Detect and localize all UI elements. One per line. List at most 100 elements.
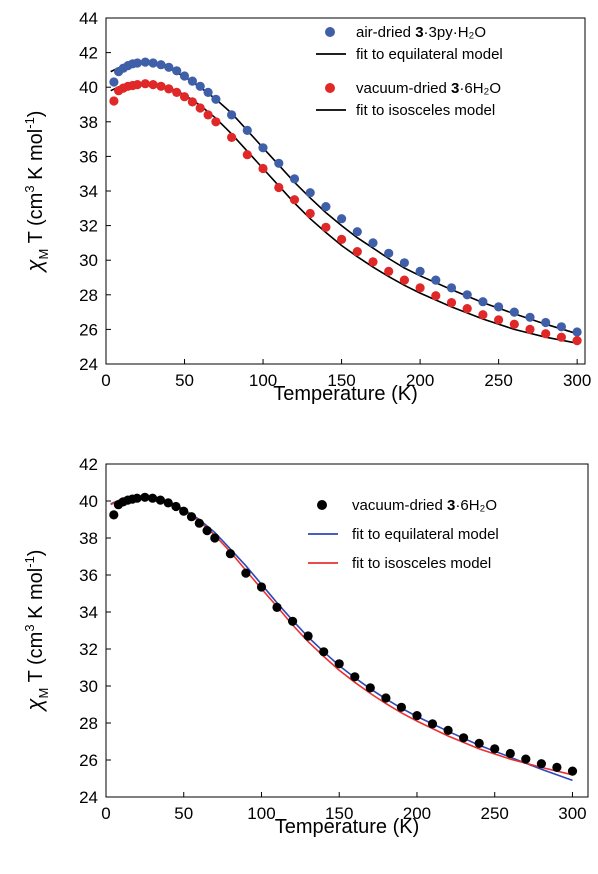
- data-point-series-0: [164, 62, 174, 72]
- x-tick-label: 150: [325, 804, 353, 823]
- data-point-series-0: [334, 659, 344, 669]
- data-point-series-1: [305, 208, 315, 219]
- fit-line-series-2: [110, 62, 578, 335]
- x-tick-label: 50: [175, 371, 194, 390]
- data-point-series-0: [368, 238, 378, 248]
- data-point-series-0: [572, 327, 582, 337]
- data-point-series-0: [274, 158, 284, 168]
- data-point-series-0: [474, 738, 484, 749]
- y-tick-label: 26: [79, 751, 98, 770]
- y-tick-label: 36: [79, 147, 98, 166]
- data-point-series-0: [462, 290, 472, 300]
- legend-label: fit to isosceles model: [352, 555, 491, 572]
- y-tick-label: 38: [79, 113, 98, 132]
- data-point-series-0: [443, 725, 453, 736]
- y-tick-label: 38: [79, 529, 98, 548]
- legend-label-part: ·3py·H₂O: [424, 24, 487, 41]
- data-point-series-0: [140, 57, 150, 67]
- fit-line-series-2: [110, 495, 573, 776]
- data-point-series-0: [381, 693, 391, 703]
- legend-label-part: air-dried: [356, 24, 415, 41]
- data-point-series-0: [203, 87, 213, 97]
- data-point-series-1: [446, 298, 457, 308]
- y-axis-title-part: ): [25, 550, 47, 557]
- y-axis-title-part: M: [36, 249, 51, 260]
- data-point-series-0: [194, 518, 204, 528]
- x-tick-label: 300: [563, 371, 591, 390]
- data-point-series-0: [288, 616, 298, 626]
- legend-label-part: fit to equilateral model: [356, 46, 503, 63]
- data-point-series-0: [163, 498, 173, 508]
- data-point-series-1: [132, 80, 142, 90]
- y-tick-label: 28: [79, 286, 98, 305]
- data-point-series-0: [272, 602, 282, 613]
- x-tick-label: 250: [481, 804, 509, 823]
- y-tick-label: 36: [79, 566, 98, 585]
- y-tick-label: 34: [79, 182, 98, 201]
- plot-frame: [105, 463, 589, 798]
- legend-label-part: 3: [451, 80, 459, 97]
- y-tick-label: 40: [79, 78, 98, 97]
- data-point-series-0: [303, 631, 313, 641]
- data-point-series-0: [505, 748, 515, 759]
- y-tick-label: 24: [79, 355, 98, 374]
- x-tick-label: 250: [484, 371, 512, 390]
- x-axis-title: Temperature (K): [273, 383, 418, 405]
- legend-label: air-dried 3·3py·H₂O: [356, 24, 486, 41]
- y-axis-title-part: T (cm: [25, 193, 47, 249]
- data-point-series-0: [536, 759, 547, 769]
- data-point-series-1: [148, 80, 158, 90]
- data-point-series-0: [195, 81, 205, 91]
- data-point-series-1: [179, 92, 190, 102]
- data-point-series-1: [195, 103, 205, 113]
- data-point-series-0: [156, 60, 166, 70]
- legend-label-part: vacuum-dried: [356, 80, 451, 97]
- x-tick-label: 0: [101, 371, 110, 390]
- y-tick-label: 30: [79, 251, 98, 270]
- data-point-series-1: [187, 97, 197, 107]
- y-tick-label: 42: [79, 44, 98, 63]
- legend-label-part: ·6H₂O: [459, 80, 501, 97]
- data-point-series-0: [305, 188, 315, 198]
- y-tick-label: 28: [79, 714, 98, 733]
- data-point-series-1: [211, 117, 221, 127]
- legend-label-part: fit to isosceles model: [356, 102, 495, 119]
- data-point-series-0: [225, 549, 235, 559]
- data-point-series-0: [202, 526, 212, 536]
- y-tick-label: 32: [79, 217, 98, 236]
- y-tick-label: 40: [79, 492, 98, 511]
- data-point-series-1: [541, 329, 551, 339]
- data-point-series-1: [556, 332, 567, 342]
- data-point-series-1: [384, 266, 394, 276]
- data-point-series-1: [321, 222, 331, 232]
- y-axis-title-part: 3: [22, 185, 37, 192]
- data-point-series-0: [258, 143, 268, 153]
- legend-label-part: fit to equilateral model: [352, 526, 499, 543]
- data-point-series-0: [490, 744, 500, 754]
- y-axis-title-part: T (cm: [25, 632, 47, 688]
- data-point-series-1: [242, 150, 252, 160]
- y-axis-title-part: 3: [22, 624, 37, 631]
- y-axis-title: χM T (cm3 K mol-1): [22, 550, 51, 713]
- data-point-series-0: [365, 683, 375, 693]
- data-point-series-0: [172, 66, 182, 76]
- y-axis-title-part: K mol: [25, 568, 47, 625]
- y-tick-label: 30: [79, 677, 98, 696]
- chart-panel-bottom: 0 50 100 150 200 250 300 24 26 28 30 32 34 36 38 40 42 Te…: [22, 455, 589, 838]
- y-tick-label: 42: [79, 455, 98, 474]
- data-point-series-1: [156, 81, 166, 91]
- y-axis-title-part: M: [36, 688, 51, 699]
- data-point-series-0: [567, 766, 578, 776]
- data-point-series-1: [172, 87, 182, 97]
- data-point-series-1: [352, 247, 362, 257]
- legend-label: vacuum-dried 3·6H₂O: [352, 497, 497, 514]
- data-point-series-0: [179, 506, 189, 516]
- data-point-series-0: [109, 77, 119, 87]
- legend-label-part: 3: [447, 497, 455, 514]
- legend-label-part: ·6H₂O: [455, 497, 497, 514]
- data-point-series-0: [109, 510, 119, 520]
- data-point-series-1: [509, 319, 519, 329]
- y-tick-label: 32: [79, 640, 98, 659]
- data-point-series-0: [509, 307, 519, 317]
